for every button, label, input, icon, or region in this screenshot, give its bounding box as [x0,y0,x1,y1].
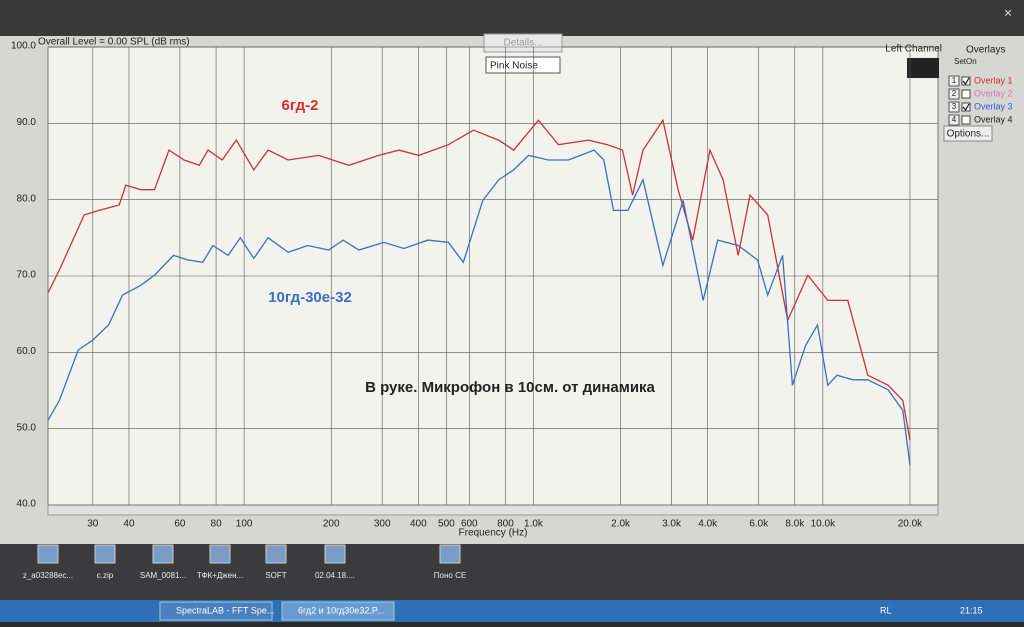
close-icon[interactable]: × [1004,5,1012,21]
x-tick-label: 30 [87,519,99,530]
y-tick-label: 80.0 [17,193,37,204]
desktop-icon[interactable] [265,544,287,564]
x-tick-label: 40 [123,519,135,530]
x-tick-label: 3.0k [662,519,682,530]
desktop-icon[interactable] [37,544,59,564]
details-label: Details... [504,38,543,49]
x-tick-label: 400 [410,519,427,530]
x-tick-label: 100 [236,519,253,530]
series-line [47,118,911,441]
overlays-title: Overlays [966,45,1005,56]
st-icon[interactable] [907,58,939,78]
y-tick-label: 40.0 [17,499,37,510]
desktop-icon-label: SOFT [265,571,286,580]
set-header: Set [954,57,967,66]
x-tick-label: 200 [323,519,340,530]
y-tick-label: 50.0 [17,422,37,433]
y-tick-label: 70.0 [17,270,37,281]
desktop-icon-label: Поно CE [434,571,466,580]
set-button[interactable] [948,114,960,126]
x-tick-label: 8.0k [785,519,805,530]
x-tick-label: 80 [211,519,223,530]
overlay-label: Overlay 1 [974,75,1013,85]
overlay-checkbox[interactable] [961,89,971,99]
x-tick-label: 2.0k [611,519,631,530]
desktop-icon[interactable] [209,544,231,564]
desktop-icon-label: c.zip [97,571,114,580]
taskbar [0,600,1024,622]
x-tick-label: 6.0k [749,519,769,530]
set-button[interactable] [948,88,960,100]
scrollbar[interactable] [47,504,939,516]
set-button[interactable] [948,101,960,113]
desktop-icon-label: ТФК+Джен... [197,571,243,580]
check-mark [962,103,970,112]
annotation: В руке. Микрофон в 10см. от динамика [365,379,655,396]
x-axis-label: Frequency (Hz) [459,528,528,539]
options-button[interactable] [943,125,993,142]
desktop-icon-label: z_a03288ec... [23,571,73,580]
noise-label: Pink Noise [490,61,538,72]
x-tick-label: 60 [174,519,186,530]
task-label: 6гд2 и 10гд30е32.P... [298,605,384,615]
overlay-label: Overlay 3 [974,101,1013,111]
set-button[interactable] [948,75,960,87]
set-label: 4 [952,115,957,124]
overlay-checkbox[interactable] [961,115,971,125]
series-label: 10гд-30е-32 [268,289,352,306]
x-tick-label: 800 [497,519,514,530]
desktop-icon[interactable] [152,544,174,564]
desktop-icon[interactable] [324,544,346,564]
x-tick-label: 500 [438,519,455,530]
desktop-icon[interactable] [439,544,461,564]
y-tick-label: 90.0 [17,117,37,128]
overlay-checkbox[interactable] [961,76,971,86]
x-tick-label: 1.0k [524,519,544,530]
x-tick-label: 20.0k [898,519,923,530]
series-label: 6гд-2 [282,97,319,114]
overlay-label: Overlay 2 [974,88,1013,98]
details-button[interactable] [483,33,563,53]
overall-level: Overall Level = 0.00 SPL (dB rms) [38,37,190,48]
on-header: On [966,57,977,66]
overlay-checkbox[interactable] [961,102,971,112]
desktop-icon[interactable] [94,544,116,564]
desktop-icon-label: 02.04.18.... [315,571,355,580]
x-tick-label: 4.0k [698,519,718,530]
channel-label: Left Channel [885,44,942,55]
task-label: SpectraLAB - FFT Spe... [176,605,274,615]
noise-select[interactable] [485,56,561,74]
y-tick-label: 60.0 [17,346,37,357]
y-tick-label: 100.0 [11,41,36,52]
task-button[interactable] [159,601,273,621]
set-label: 2 [952,89,957,98]
desktop-icon-label: SAM_0081... [140,571,186,580]
options-label: Options... [947,129,990,140]
x-tick-label: 10.0k [811,519,836,530]
set-label: 3 [952,102,957,111]
series-line [47,149,911,466]
check-mark [962,77,970,86]
task-button[interactable] [281,601,395,621]
set-label: 1 [952,76,957,85]
x-tick-label: 300 [374,519,391,530]
overlay-label: Overlay 4 [974,114,1013,124]
x-tick-label: 600 [461,519,478,530]
clock: 21:15 [960,605,983,615]
language: RL [880,605,892,615]
